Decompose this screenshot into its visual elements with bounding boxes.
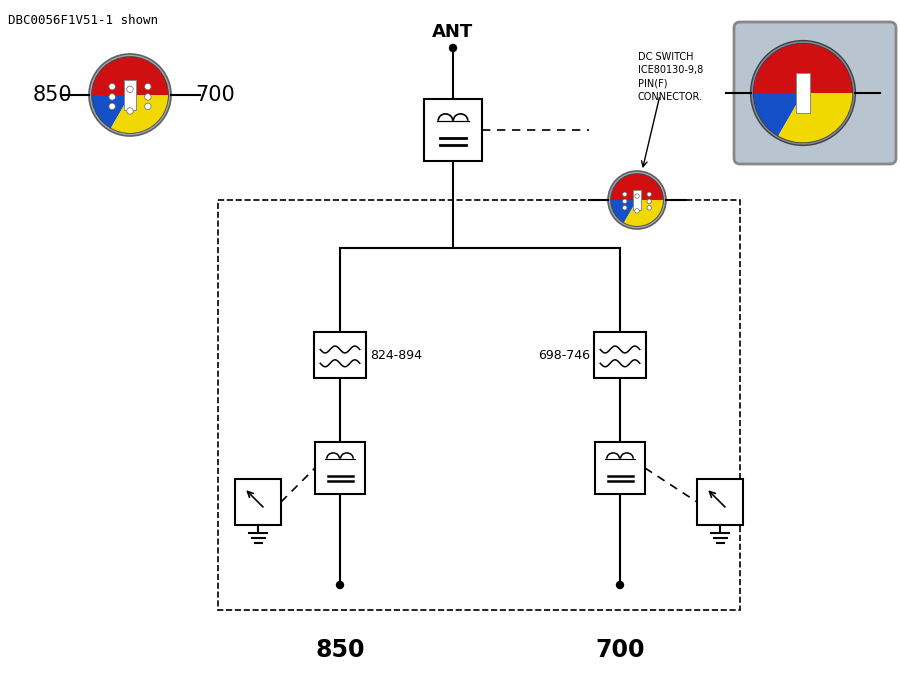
Circle shape — [127, 86, 133, 92]
Circle shape — [647, 199, 652, 204]
Bar — [124, 80, 136, 110]
FancyBboxPatch shape — [734, 22, 896, 164]
Circle shape — [92, 57, 168, 133]
Text: 700: 700 — [195, 85, 235, 105]
Wedge shape — [753, 43, 803, 136]
Circle shape — [449, 45, 456, 52]
Wedge shape — [130, 57, 168, 95]
Circle shape — [109, 94, 115, 100]
Circle shape — [616, 581, 624, 588]
Circle shape — [145, 83, 151, 90]
Text: 850: 850 — [32, 85, 72, 105]
Bar — [697, 479, 743, 525]
Wedge shape — [624, 200, 663, 226]
Circle shape — [623, 199, 627, 204]
Bar — [315, 442, 365, 494]
Circle shape — [145, 103, 151, 109]
Bar — [595, 442, 645, 494]
Circle shape — [127, 108, 133, 114]
Text: ANT: ANT — [432, 23, 473, 41]
Circle shape — [337, 581, 344, 588]
Text: DBC0056F1V51-1 shown: DBC0056F1V51-1 shown — [8, 14, 158, 27]
Circle shape — [634, 194, 639, 198]
Circle shape — [753, 43, 852, 142]
Bar — [314, 332, 366, 378]
Circle shape — [647, 192, 652, 197]
Text: 824-894: 824-894 — [370, 349, 422, 361]
Bar — [218, 200, 740, 610]
Text: 700: 700 — [595, 638, 644, 662]
Circle shape — [109, 103, 115, 109]
Circle shape — [611, 174, 663, 226]
Circle shape — [89, 54, 171, 136]
Wedge shape — [778, 93, 852, 142]
Circle shape — [623, 206, 627, 210]
Bar — [796, 73, 810, 114]
Circle shape — [608, 171, 666, 229]
Text: DC SWITCH
ICE80130-9,8
PIN(F)
CONNECTOR.: DC SWITCH ICE80130-9,8 PIN(F) CONNECTOR. — [638, 52, 703, 102]
Circle shape — [647, 206, 652, 210]
Text: 850: 850 — [315, 638, 365, 662]
Wedge shape — [92, 57, 130, 128]
Wedge shape — [611, 174, 637, 222]
Bar — [594, 332, 646, 378]
Text: 698-746: 698-746 — [538, 349, 590, 361]
Circle shape — [145, 94, 151, 100]
Bar — [235, 479, 281, 525]
Circle shape — [751, 41, 855, 145]
Wedge shape — [92, 57, 130, 95]
Wedge shape — [637, 174, 663, 200]
Circle shape — [109, 83, 115, 90]
Bar — [633, 190, 641, 211]
Wedge shape — [611, 174, 637, 200]
Bar — [424, 99, 482, 161]
Wedge shape — [111, 95, 168, 133]
Wedge shape — [753, 43, 852, 93]
Circle shape — [634, 208, 639, 213]
Circle shape — [623, 192, 627, 197]
